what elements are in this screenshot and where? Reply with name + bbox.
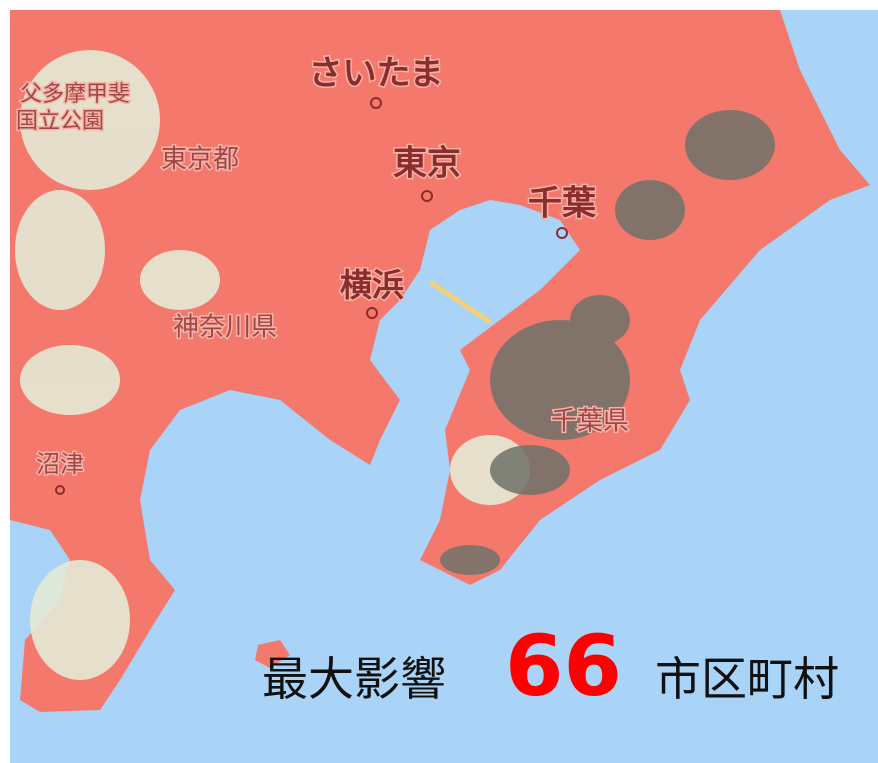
place-label: 国立公園 [16, 109, 104, 134]
place-label: 沼津 [36, 450, 84, 478]
place-label: 千葉県 [551, 407, 629, 437]
map-figure: さいたま東京千葉横浜東京都神奈川県千葉県沼津父多摩甲斐国立公園 最大影響 66 … [0, 0, 878, 763]
place-label: 父多摩甲斐 [20, 82, 130, 107]
place-label: 神奈川県 [173, 313, 277, 343]
overlay-count: 66 [505, 617, 622, 715]
place-label: 横浜 [340, 266, 404, 304]
place-label: 東京都 [161, 145, 239, 175]
overlay-suffix: 市区町村 [655, 652, 839, 706]
place-label: 東京 [393, 144, 461, 184]
place-label: 千葉 [528, 184, 597, 224]
place-label: さいたま [309, 54, 444, 94]
overlay-prefix: 最大影響 [262, 652, 446, 706]
